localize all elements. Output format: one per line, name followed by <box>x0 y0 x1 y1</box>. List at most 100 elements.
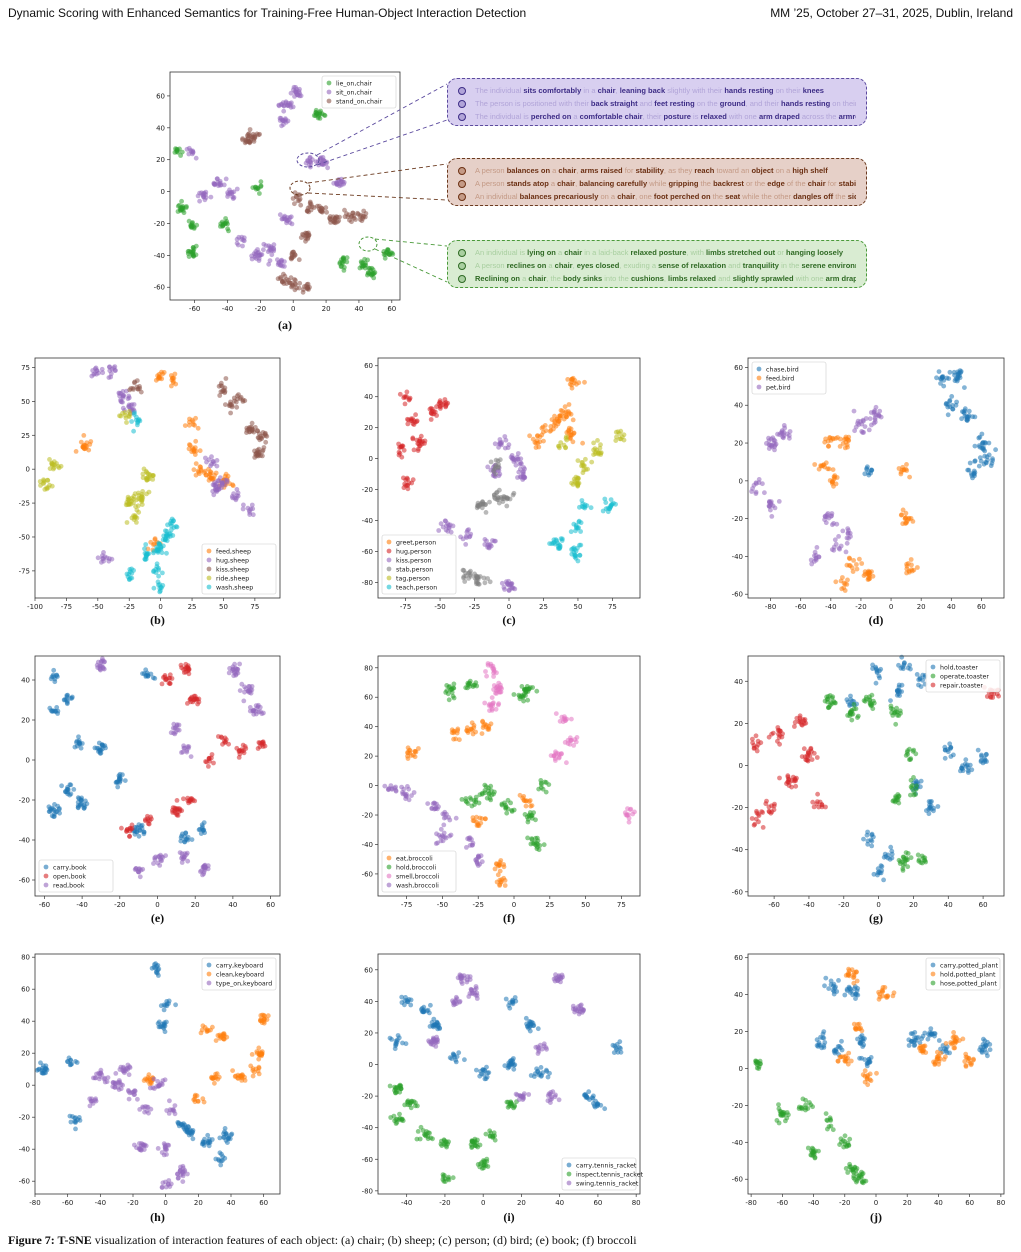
point-repair-toaster <box>750 736 755 742</box>
point-sit-on-chair <box>277 212 283 218</box>
point-greet-person <box>559 408 565 414</box>
point-teach-person <box>608 497 614 502</box>
point-carry-tennis-racket <box>511 1062 517 1068</box>
point-sit-on-chair <box>186 145 192 151</box>
point-inspect-tennis-racket <box>473 1143 479 1149</box>
point-feed-bird <box>832 475 838 480</box>
running-header: Dynamic Scoring with Enhanced Semantics … <box>8 6 1013 20</box>
point-smell-broccoli <box>551 753 557 759</box>
point-pet-bird <box>874 412 879 417</box>
point-carry-potted-plant <box>979 1048 985 1054</box>
panel-a: -60 -40 -20 0 20 40 60 -60 -40 -20 0 20 40 60 lie_on,c… <box>140 66 406 318</box>
point-lie-on-chair <box>250 185 256 190</box>
point-carry-tennis-racket <box>511 1066 517 1072</box>
point-carry-book <box>150 675 156 681</box>
point-lie-on-chair <box>382 252 388 258</box>
point-carry-tennis-racket <box>394 1039 400 1045</box>
point-hold-toaster <box>896 662 901 668</box>
point-carry-book <box>55 674 60 679</box>
point-feed-bird <box>901 467 907 473</box>
point-carry-tennis-racket <box>613 1045 619 1051</box>
point-sit-on-chair <box>195 193 201 199</box>
point-sit-on-chair <box>324 159 330 165</box>
point-inspect-tennis-racket <box>397 1111 402 1117</box>
point-wash-broccoli <box>401 786 407 792</box>
point-wash-broccoli <box>464 845 469 850</box>
point-repair-toaster <box>799 722 805 728</box>
point-swing-tennis-racket <box>576 1004 581 1009</box>
point-read-book <box>170 725 176 731</box>
point-hug-person <box>401 447 407 453</box>
point-wash-broccoli <box>474 861 480 867</box>
point-wash-broccoli <box>385 786 391 792</box>
point-carry-potted-plant <box>820 1035 826 1041</box>
y-tick-label: -20 <box>362 812 373 820</box>
point-hold-broccoli <box>450 693 456 699</box>
point-stab-person <box>468 573 473 579</box>
point-chase-bird <box>964 414 970 420</box>
point-carry-book <box>102 743 108 748</box>
point-eat-broccoli <box>479 731 485 736</box>
point-smell-broccoli <box>623 812 629 818</box>
point-chase-bird <box>865 464 870 470</box>
point-hold-toaster <box>969 767 975 773</box>
point-greet-person <box>551 422 557 428</box>
point-pet-bird <box>766 442 772 448</box>
point-hold-broccoli <box>516 692 522 698</box>
point-chase-bird <box>934 375 939 381</box>
point-feed-sheep <box>193 461 199 466</box>
point-tag-person <box>563 445 568 450</box>
point-greet-person <box>569 377 574 382</box>
plot-frame-d <box>747 357 1005 599</box>
point-type-on-keyboard <box>87 1103 93 1109</box>
point-greet-person <box>570 439 576 445</box>
point-stab-person <box>501 496 507 501</box>
point-swing-tennis-racket <box>513 1091 519 1097</box>
point-lie-on-chair <box>369 272 374 278</box>
point-carry-keyboard <box>73 1059 78 1064</box>
point-inspect-tennis-racket <box>475 1137 480 1143</box>
point-repair-toaster <box>769 731 774 737</box>
point-kiss-sheep <box>223 402 228 407</box>
point-eat-broccoli <box>405 750 411 756</box>
point-carry-book <box>115 780 120 785</box>
point-ride-sheep <box>51 466 56 472</box>
legend-label: greet,person <box>396 539 436 546</box>
point-carry-book <box>76 734 81 740</box>
point-teach-person <box>573 553 578 558</box>
point-carry-keyboard <box>189 1132 194 1137</box>
legend-marker <box>43 882 49 888</box>
y-tick-label: -20 <box>362 486 373 494</box>
point-teach-person <box>577 553 583 558</box>
point-carry-keyboard <box>155 970 160 976</box>
point-stand-on-chair <box>296 257 302 263</box>
point-open-book <box>234 745 240 751</box>
point-carry-potted-plant <box>821 1029 827 1034</box>
point-greet-person <box>559 413 565 418</box>
point-sit-on-chair <box>263 243 269 249</box>
points-j <box>753 966 993 1186</box>
point-pet-bird <box>866 427 872 433</box>
point-swing-tennis-racket <box>557 974 563 980</box>
point-sit-on-chair <box>319 162 325 167</box>
point-wash-broccoli <box>436 804 441 810</box>
point-eat-broccoli <box>476 823 482 829</box>
point-kiss-person <box>518 474 523 480</box>
legend-marker <box>386 557 392 563</box>
point-ride-sheep <box>147 473 153 478</box>
point-wash-broccoli <box>403 793 408 798</box>
point-carry-tennis-racket <box>389 1037 394 1042</box>
point-feed-sheep <box>191 467 197 473</box>
point-carry-potted-plant <box>912 1030 918 1035</box>
point-open-book <box>196 696 202 702</box>
point-stab-person <box>491 492 497 498</box>
x-tick-label: 25 <box>188 603 197 611</box>
point-carry-keyboard <box>219 1151 224 1157</box>
point-hold-toaster <box>881 854 887 860</box>
point-hold-broccoli <box>451 681 457 687</box>
y-tick-label: -60 <box>732 888 743 896</box>
point-clean-keyboard <box>210 1076 216 1081</box>
y-tick-label: 25 <box>21 432 30 440</box>
point-sit-on-chair <box>303 160 309 166</box>
